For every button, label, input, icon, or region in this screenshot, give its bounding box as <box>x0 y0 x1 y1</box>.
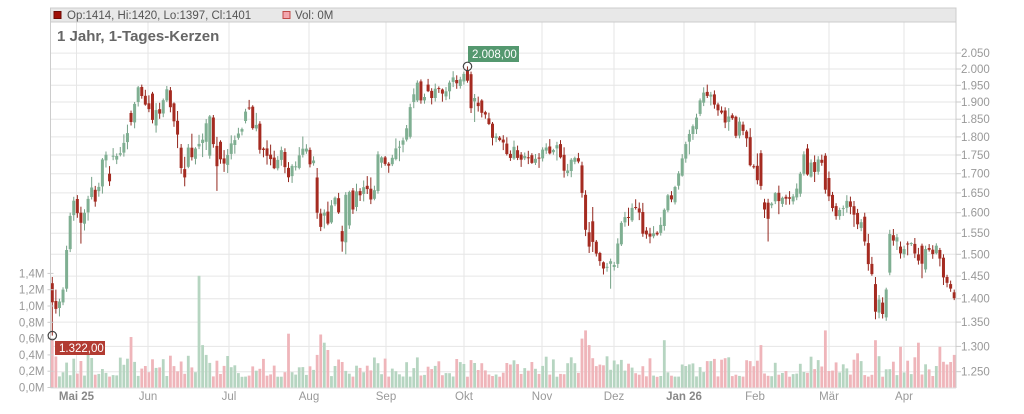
svg-text:Op:1414, Hi:1420, Lo:1397, Cl:: Op:1414, Hi:1420, Lo:1397, Cl:1401 <box>67 10 251 22</box>
svg-text:1,0M: 1,0M <box>19 301 45 313</box>
svg-text:1.400: 1.400 <box>961 294 990 306</box>
svg-text:1.300: 1.300 <box>961 341 990 353</box>
svg-text:Vol: 0M: Vol: 0M <box>295 10 333 22</box>
svg-text:2.008,00: 2.008,00 <box>472 49 517 61</box>
svg-text:1.450: 1.450 <box>961 271 990 283</box>
svg-text:Jan 26: Jan 26 <box>666 391 702 403</box>
svg-text:0,6M: 0,6M <box>19 334 45 346</box>
svg-text:1.322,00: 1.322,00 <box>59 343 104 355</box>
svg-text:0,8M: 0,8M <box>19 317 45 329</box>
svg-text:1.900: 1.900 <box>961 97 990 109</box>
svg-text:Nov: Nov <box>532 391 553 403</box>
svg-text:Mär: Mär <box>819 391 839 403</box>
svg-text:1,2M: 1,2M <box>19 285 45 297</box>
svg-text:Jul: Jul <box>222 391 237 403</box>
svg-text:2.000: 2.000 <box>961 64 990 76</box>
svg-text:Apr: Apr <box>895 391 913 403</box>
svg-text:1.800: 1.800 <box>961 132 990 144</box>
svg-text:1.750: 1.750 <box>961 150 990 162</box>
svg-text:1.650: 1.650 <box>961 188 990 200</box>
svg-text:1 Jahr, 1-Tages-Kerzen: 1 Jahr, 1-Tages-Kerzen <box>57 28 219 45</box>
svg-text:1,4M: 1,4M <box>19 268 45 280</box>
svg-text:Sep: Sep <box>376 391 396 403</box>
svg-text:Aug: Aug <box>299 391 319 403</box>
svg-text:Feb: Feb <box>745 391 765 403</box>
svg-text:1.500: 1.500 <box>961 249 990 261</box>
svg-text:1.600: 1.600 <box>961 208 990 220</box>
svg-text:1.350: 1.350 <box>961 317 990 329</box>
svg-text:1.250: 1.250 <box>961 367 990 379</box>
svg-text:1.950: 1.950 <box>961 80 990 92</box>
svg-text:2.050: 2.050 <box>961 48 990 60</box>
svg-text:Mai 25: Mai 25 <box>59 391 95 403</box>
svg-text:Jun: Jun <box>139 391 158 403</box>
svg-text:1.850: 1.850 <box>961 114 990 126</box>
svg-text:0,2M: 0,2M <box>19 366 45 378</box>
svg-text:1.550: 1.550 <box>961 228 990 240</box>
svg-text:0,4M: 0,4M <box>19 350 45 362</box>
svg-text:Okt: Okt <box>455 391 474 403</box>
svg-text:Dez: Dez <box>604 391 625 403</box>
svg-text:1.700: 1.700 <box>961 169 990 181</box>
svg-text:0,0M: 0,0M <box>19 383 45 395</box>
